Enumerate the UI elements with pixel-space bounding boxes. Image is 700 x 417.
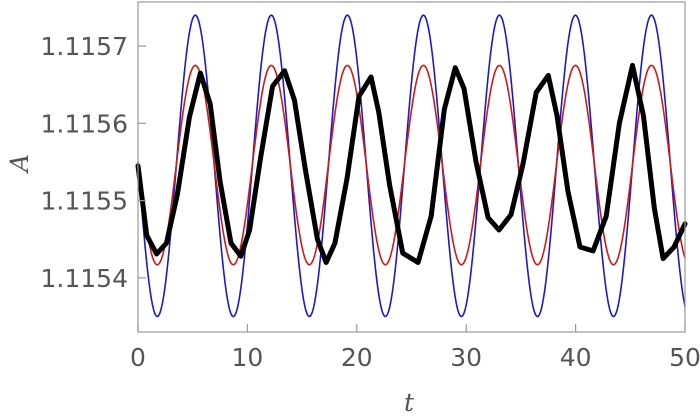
x-tick-label: 20 [341,343,373,372]
y-axis-label: A [5,154,34,174]
y-tick-label: 1.1156 [41,109,128,138]
x-tick-label: 50 [669,343,700,372]
x-tick-label: 10 [231,343,263,372]
x-axis-label: t [404,388,415,417]
x-tick-label: 0 [130,343,146,372]
series-layer [135,14,688,318]
x-tick-label: 40 [560,343,592,372]
tick-layer: 0 10 20 30 40 50 1.1154 1.1155 1.1156 1.1157 [41,32,700,372]
series-line-3 [135,62,688,265]
y-tick-label: 1.1157 [41,32,128,61]
y-tick-label: 1.1155 [41,187,128,216]
plot-frame [137,1,686,333]
series-line-2 [137,64,686,266]
x-tick-label: 30 [450,343,482,372]
y-tick-label: 1.1154 [41,264,128,293]
